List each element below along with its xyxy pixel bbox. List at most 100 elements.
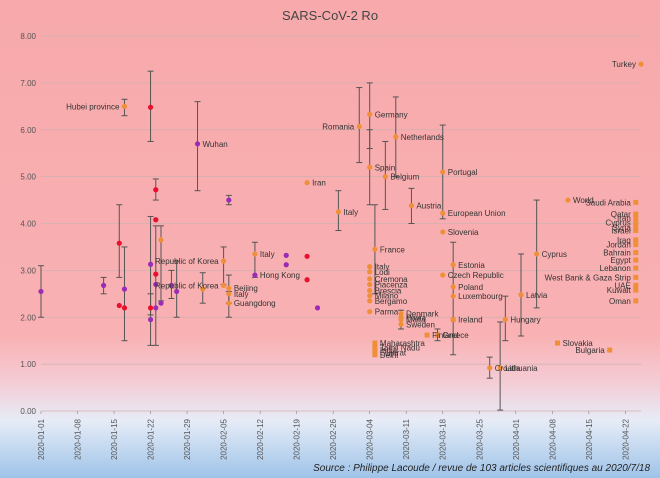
source-note: Source : Philippe Lacoude / revue de 103…	[313, 463, 650, 474]
data-point	[314, 305, 321, 311]
data-point	[450, 293, 456, 299]
data-point	[633, 237, 639, 243]
point-label: Republic of Korea	[155, 257, 219, 266]
point-label: Estonia	[458, 261, 485, 270]
x-tick-label: 2020-04-15	[585, 418, 594, 459]
data-point	[367, 281, 373, 288]
data-point	[633, 224, 639, 230]
y-tick-label: 5.00	[20, 173, 36, 182]
point-label: Piacenza	[375, 280, 408, 289]
y-tick-label: 2.00	[20, 313, 36, 322]
point-label: Pavia	[406, 313, 427, 322]
data-point	[174, 288, 180, 295]
data-point	[497, 365, 503, 371]
data-point	[367, 287, 373, 294]
point-label: Guangdong	[234, 299, 276, 308]
data-point	[226, 285, 232, 291]
data-point	[424, 332, 430, 338]
data-point	[121, 286, 128, 292]
point-label: Italy	[234, 290, 249, 299]
data-point	[38, 288, 44, 295]
data-point	[450, 284, 456, 290]
data-point	[534, 251, 540, 257]
point-label: Delhi	[380, 351, 398, 360]
data-point	[367, 269, 373, 275]
point-label: Sweden	[406, 320, 435, 329]
data-point	[367, 298, 373, 304]
point-label: Maharashtra	[380, 339, 425, 348]
data-point	[221, 258, 227, 264]
point-label: Poland	[458, 283, 483, 292]
point-label: India	[380, 346, 398, 355]
point-label: Portugal	[448, 168, 478, 177]
data-point	[367, 276, 373, 282]
data-point	[226, 291, 232, 297]
data-point	[450, 317, 456, 323]
x-tick-label: 2020-03-11	[402, 418, 411, 459]
data-point	[158, 300, 164, 306]
point-label: Netherlands	[401, 133, 444, 142]
data-point	[408, 203, 415, 209]
data-point	[153, 187, 159, 193]
point-label: Austria	[416, 202, 441, 211]
data-point	[153, 217, 159, 223]
x-tick-label: 2020-03-25	[475, 418, 484, 459]
x-tick-label: 2020-04-22	[621, 418, 630, 459]
data-point	[283, 262, 289, 268]
point-label: Cremona	[375, 275, 408, 284]
data-point	[101, 282, 107, 288]
data-point	[372, 352, 378, 358]
point-label: Hungary	[510, 316, 540, 325]
data-point	[153, 305, 159, 311]
grid-lines	[41, 35, 641, 412]
point-label: Czech Republic	[448, 271, 504, 280]
point-label: Jordan	[606, 241, 630, 250]
data-point	[158, 237, 164, 243]
data-point	[147, 104, 154, 110]
x-tick-label: 2020-01-01	[37, 418, 46, 459]
data-point	[633, 211, 639, 217]
point-label: Iraq	[617, 236, 631, 245]
point-label: Malta	[406, 316, 426, 325]
y-tick-label: 1.00	[20, 360, 36, 369]
data-point	[252, 272, 258, 278]
y-tick-label: 7.00	[20, 79, 36, 88]
x-tick-label: 2020-01-29	[183, 418, 192, 459]
point-label: Parma	[375, 308, 399, 317]
data-point	[398, 310, 404, 317]
x-tick-label: 2020-01-15	[110, 418, 119, 459]
y-tick-label: 0.00	[20, 407, 36, 416]
x-tick-label: 2020-02-19	[293, 418, 302, 459]
point-label: Luxembourg	[458, 292, 502, 301]
point-label: Ireland	[458, 316, 482, 325]
data-point	[633, 228, 639, 234]
point-label: Egypt	[610, 256, 631, 265]
chart-title: SARS-CoV-2 Ro	[282, 8, 378, 23]
data-point	[638, 61, 644, 67]
point-label: European Union	[448, 209, 506, 218]
y-axis-ticks: 0.00 1.00 2.00 3.00 4.00 5.00 6.00 7.00 8.00	[20, 32, 36, 416]
point-label: Cyprus	[605, 219, 630, 228]
point-label: Belgium	[390, 173, 419, 182]
data-point	[121, 305, 128, 311]
data-point	[633, 242, 639, 248]
point-label: Iran	[312, 179, 326, 188]
data-point	[147, 305, 154, 311]
point-label: Bergamo	[375, 297, 408, 306]
point-label: Brescia	[375, 287, 402, 296]
point-label: Slovenia	[448, 228, 479, 237]
data-point	[398, 321, 404, 327]
data-point	[367, 309, 373, 315]
point-label: Milano	[375, 292, 399, 301]
point-label: Italy	[260, 250, 275, 259]
point-label: Greece	[443, 331, 470, 340]
data-point	[633, 287, 639, 293]
data-point	[633, 265, 639, 271]
point-label: Turkey	[612, 60, 636, 69]
data-point	[153, 271, 159, 277]
data-point	[200, 286, 206, 292]
point-label: UAE	[614, 281, 630, 290]
point-label: Oman	[609, 297, 631, 306]
